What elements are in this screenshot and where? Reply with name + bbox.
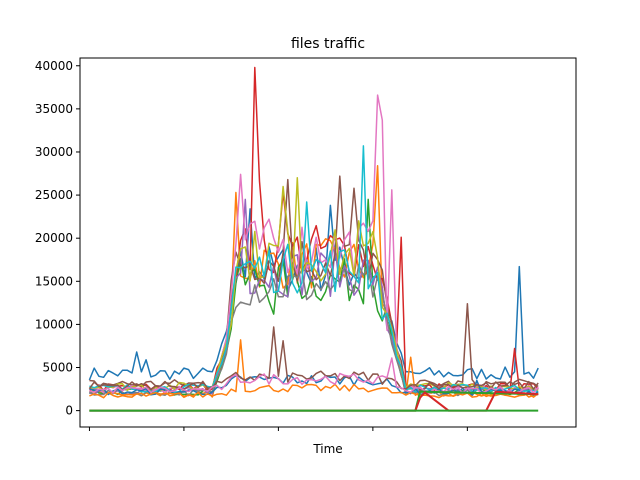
y-tick-label: 20000: [35, 231, 73, 245]
y-tick-label: 10000: [35, 317, 73, 331]
series-line: [89, 374, 539, 396]
series-line-flat: [89, 390, 539, 412]
y-axis: 0 5000 10000 15000 20000 25000 30000 35000 40000: [35, 59, 80, 418]
series-line: [88, 326, 539, 391]
plot-frame: [79, 57, 577, 428]
y-tick-label: 0: [65, 404, 73, 418]
y-tick-label: 25000: [35, 188, 73, 202]
series-line: [89, 66, 539, 392]
y-tick-label: 15000: [35, 274, 73, 288]
x-axis-label: Time: [312, 442, 342, 456]
y-tick-label: 35000: [35, 102, 73, 116]
y-tick-label: 40000: [35, 59, 73, 73]
y-tick-label: 5000: [42, 361, 73, 375]
series-line: [89, 175, 539, 390]
chart-title: files traffic: [291, 36, 365, 52]
series-line: [89, 339, 539, 399]
series-layer: [88, 66, 539, 412]
x-axis: [88, 427, 468, 431]
series-line: [89, 145, 539, 393]
y-tick-label: 30000: [35, 145, 73, 159]
